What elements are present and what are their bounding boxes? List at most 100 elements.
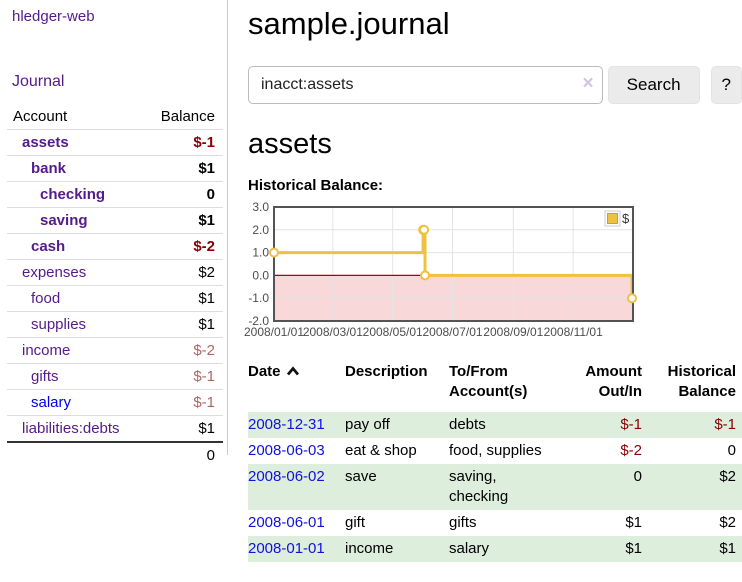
sidebar-item-journal[interactable]: Journal: [12, 73, 65, 90]
transaction-amount: $1: [625, 540, 642, 557]
search-bar: × Search ?: [248, 66, 742, 104]
transaction-amount: 0: [633, 468, 642, 485]
sidebar-account-link[interactable]: food: [31, 290, 61, 307]
accounts-tree-table: Account Balance assets $-1 bank $1 checking 0…: [7, 104, 223, 468]
account-balance: 0: [206, 186, 215, 203]
app-brand-link[interactable]: hledger-web: [12, 8, 95, 25]
chart-y-tick-label: 3.0: [252, 200, 269, 214]
account-balance: $1: [198, 212, 215, 229]
transaction-date-link[interactable]: 2008-06-03: [248, 438, 345, 464]
transaction-accounts: food, supplies: [449, 442, 542, 459]
chart-border: [273, 206, 634, 322]
chart-y-tick-label: 1.0: [252, 246, 269, 260]
sidebar: hledger-web Journal Account Balance asse…: [0, 0, 228, 464]
account-row: supplies $1: [7, 311, 223, 338]
account-balance: $1: [198, 160, 215, 177]
chart-y-tick-label: -1.0: [248, 291, 269, 305]
search-box: ×: [248, 66, 603, 104]
search-button[interactable]: Search: [607, 66, 700, 104]
chart-data-point: [419, 224, 430, 235]
sidebar-account-link[interactable]: supplies: [31, 316, 87, 333]
sort-ascending-icon: [286, 366, 299, 376]
account-balance: $-1: [193, 368, 215, 385]
sidebar-account-link[interactable]: saving: [40, 212, 88, 229]
account-row: expenses $2: [7, 259, 223, 286]
register-header-amount: Amount Out/In: [585, 363, 642, 400]
account-row: assets $-1: [7, 129, 223, 156]
transaction-date-link[interactable]: 2008-01-01: [248, 536, 345, 562]
chart-legend-swatch: [607, 213, 618, 224]
transaction-balance: $2: [719, 468, 736, 485]
accounts-total-value: 0: [206, 447, 215, 464]
accounts-total-row: 0: [7, 442, 223, 468]
account-row: cash $-2: [7, 233, 223, 260]
chart-x-tick-label: 2008/11/01: [544, 325, 603, 339]
transaction-accounts: salary: [449, 540, 490, 557]
register-table: Date Description To/From Account(s) Amou…: [248, 360, 742, 562]
account-heading: assets: [248, 128, 332, 160]
transaction-balance: $2: [719, 514, 736, 531]
search-input[interactable]: [248, 66, 603, 104]
accounts-header-row: Account Balance: [7, 104, 223, 130]
account-balance: $2: [198, 264, 215, 281]
transaction-description: eat & shop: [345, 442, 417, 459]
transaction-date-link[interactable]: 2008-01-01: [248, 540, 325, 557]
historical-balance-chart: 2008/01/01 2008/03/01 2008/05/01 2008/07/01…: [242, 199, 742, 349]
register-header-date[interactable]: Date: [248, 360, 345, 412]
transaction-description: income: [345, 540, 394, 557]
sidebar-account-link[interactable]: liabilities:debts: [22, 420, 120, 437]
clear-search-icon[interactable]: ×: [582, 73, 594, 94]
register-row: 2008-06-02 save saving, checking 0 $2: [248, 464, 742, 510]
account-balance: $-2: [193, 342, 215, 359]
register-header-balance: Historical Balance: [667, 363, 736, 400]
account-row: saving $1: [7, 207, 223, 234]
sidebar-account-link[interactable]: assets: [22, 134, 69, 151]
transaction-date-link[interactable]: 2008-12-31: [248, 416, 325, 433]
transaction-description: pay off: [345, 416, 390, 433]
account-balance: $1: [198, 420, 215, 437]
chart-x-tick-label: 2008/07/01: [422, 325, 482, 339]
chart-y-tick-label: 0.0: [252, 268, 269, 282]
accounts-total-spacer: [7, 442, 146, 468]
sidebar-account-link[interactable]: income: [22, 342, 71, 359]
chart-data-point: [627, 293, 638, 304]
account-balance: $-1: [193, 394, 215, 411]
transaction-date-link[interactable]: 2008-12-31: [248, 412, 345, 438]
sidebar-account-link[interactable]: expenses: [22, 264, 87, 281]
register-header-description: Description: [345, 363, 428, 380]
account-row: income $-2: [7, 337, 223, 364]
help-button[interactable]: ?: [710, 66, 742, 104]
transaction-amount: $1: [625, 514, 642, 531]
account-row: salary $-1: [7, 389, 223, 416]
sidebar-account-link[interactable]: checking: [40, 186, 106, 203]
account-balance: $1: [198, 316, 215, 333]
sidebar-account-link[interactable]: bank: [31, 160, 67, 177]
chart-y-tick-label: -2.0: [248, 314, 269, 328]
chart-x-tick-label: 2008/01/01: [244, 325, 304, 339]
account-row: liabilities:debts $1: [7, 415, 223, 443]
transaction-accounts: saving, checking: [449, 468, 509, 505]
accounts-header-account: Account: [13, 108, 68, 125]
chart-legend-label: $: [622, 211, 630, 226]
chart-data-point: [269, 247, 279, 258]
sidebar-account-link[interactable]: gifts: [31, 368, 59, 385]
account-row: checking 0: [7, 181, 223, 208]
transaction-date-link[interactable]: 2008-06-01: [248, 510, 345, 536]
transaction-balance: $-1: [714, 416, 736, 433]
transaction-amount: $-2: [620, 442, 642, 459]
chart-data-point: [420, 270, 431, 281]
transaction-date-link[interactable]: 2008-06-02: [248, 464, 345, 510]
register-row: 2008-06-01 gift gifts $1 $2: [248, 510, 742, 536]
transaction-date-link[interactable]: 2008-06-02: [248, 468, 325, 485]
account-row: food $1: [7, 285, 223, 312]
transaction-description: save: [345, 468, 377, 485]
register-header-date-label: Date: [248, 363, 281, 380]
sidebar-account-link[interactable]: cash: [31, 238, 66, 255]
transaction-date-link[interactable]: 2008-06-03: [248, 442, 325, 459]
transaction-balance: $1: [719, 540, 736, 557]
transaction-accounts: debts: [449, 416, 486, 433]
transaction-date-link[interactable]: 2008-06-01: [248, 514, 325, 531]
sidebar-account-link[interactable]: salary: [31, 394, 72, 411]
accounts-header-balance: Balance: [160, 108, 215, 125]
